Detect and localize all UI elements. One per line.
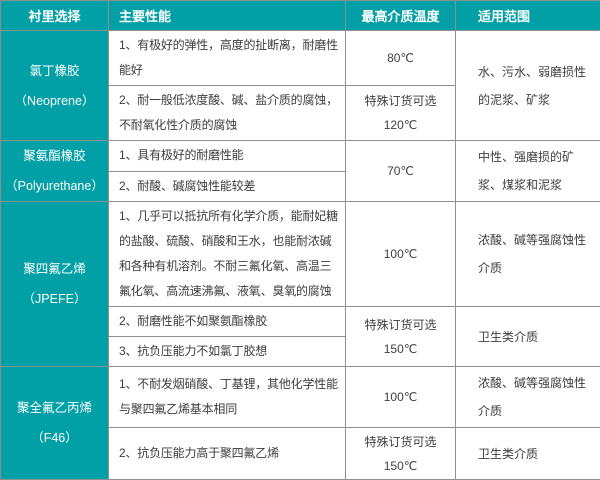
header-applicable-range: 适用范围 [456,1,600,31]
lining-selection-page: 衬里选择 主要性能 最高介质温度 适用范围 氯丁橡胶 （Neoprene） 1、… [0,0,600,427]
temperature-cell: 特殊订货可选 150℃ [346,428,456,480]
performance-cell: 1、具有极好的耐磨性能 [109,141,346,172]
temperature-cell: 特殊订货可选 150℃ [346,307,456,367]
material-cell-polyurethane: 聚氨酯橡胶 （Polyurethane） [1,141,109,202]
table-row: 氯丁橡胶 （Neoprene） 1、有极好的弹性，高度的扯断离，耐磨性能好 80… [1,31,600,86]
temperature-cell: 100℃ [346,202,456,307]
application-cell: 浓酸、碱等强腐蚀性介质 [456,367,600,428]
application-cell: 中性、强磨损的矿浆、煤浆和泥浆 [456,141,600,202]
performance-cell: 3、抗负压能力不如氯丁胶想 [109,337,346,367]
material-code: （F46） [3,423,106,453]
application-cell: 浓酸、碱等强腐蚀性介质 [456,202,600,307]
material-name: 聚四氟乙烯 [3,254,106,284]
material-cell-ptfe: 聚四氟乙烯 （JPEFE） [1,202,109,367]
material-code: （Neoprene） [3,86,106,116]
performance-cell: 1、有极好的弹性，高度的扯断离，耐磨性能好 [109,31,346,86]
header-row: 衬里选择 主要性能 最高介质温度 适用范围 [1,1,600,31]
temperature-cell: 特殊订货可选 120℃ [346,86,456,141]
performance-cell: 2、抗负压能力高于聚四氟乙烯 [109,428,346,480]
application-cell: 卫生类介质 [456,307,600,367]
material-cell-f46: 聚全氟乙丙烯 （F46） [1,367,109,480]
performance-cell: 2、耐酸、碱腐蚀性能较差 [109,171,346,202]
table-row: 聚全氟乙丙烯 （F46） 1、不耐发烟硝酸、丁基锂，其他化学性能与聚四氟乙烯基本… [1,367,600,428]
table-row: 聚氨酯橡胶 （Polyurethane） 1、具有极好的耐磨性能 70℃ 中性、… [1,141,600,172]
material-name: 聚氨酯橡胶 [3,141,106,171]
header-max-medium-temperature: 最高介质温度 [346,1,456,31]
header-lining-selection: 衬里选择 [1,1,109,31]
material-code: （Polyurethane） [3,171,106,201]
material-cell-neoprene: 氯丁橡胶 （Neoprene） [1,31,109,141]
material-code: （JPEFE） [3,284,106,314]
performance-cell: 2、耐磨性能不如聚氨酯橡胶 [109,307,346,337]
temperature-cell: 100℃ [346,367,456,428]
temperature-cell: 70℃ [346,141,456,202]
material-name: 聚全氟乙丙烯 [3,393,106,423]
performance-cell: 1、几乎可以抵抗所有化学介质，能耐妃糖的盐酸、硫酸、硝酸和王水，也能耐浓碱和各种… [109,202,346,307]
table-header: 衬里选择 主要性能 最高介质温度 适用范围 [1,1,600,31]
performance-cell: 2、耐一般低浓度酸、碱、盐介质的腐蚀，不耐氧化性介质的腐蚀 [109,86,346,141]
temperature-cell: 80℃ [346,31,456,86]
material-name: 氯丁橡胶 [3,56,106,86]
header-main-performance: 主要性能 [109,1,346,31]
application-cell: 卫生类介质 [456,428,600,480]
application-cell: 水、污水、弱磨损性的泥浆、矿浆 [456,31,600,141]
performance-cell: 1、不耐发烟硝酸、丁基锂，其他化学性能与聚四氟乙烯基本相同 [109,367,346,428]
table-row: 聚四氟乙烯 （JPEFE） 1、几乎可以抵抗所有化学介质，能耐妃糖的盐酸、硫酸、… [1,202,600,307]
